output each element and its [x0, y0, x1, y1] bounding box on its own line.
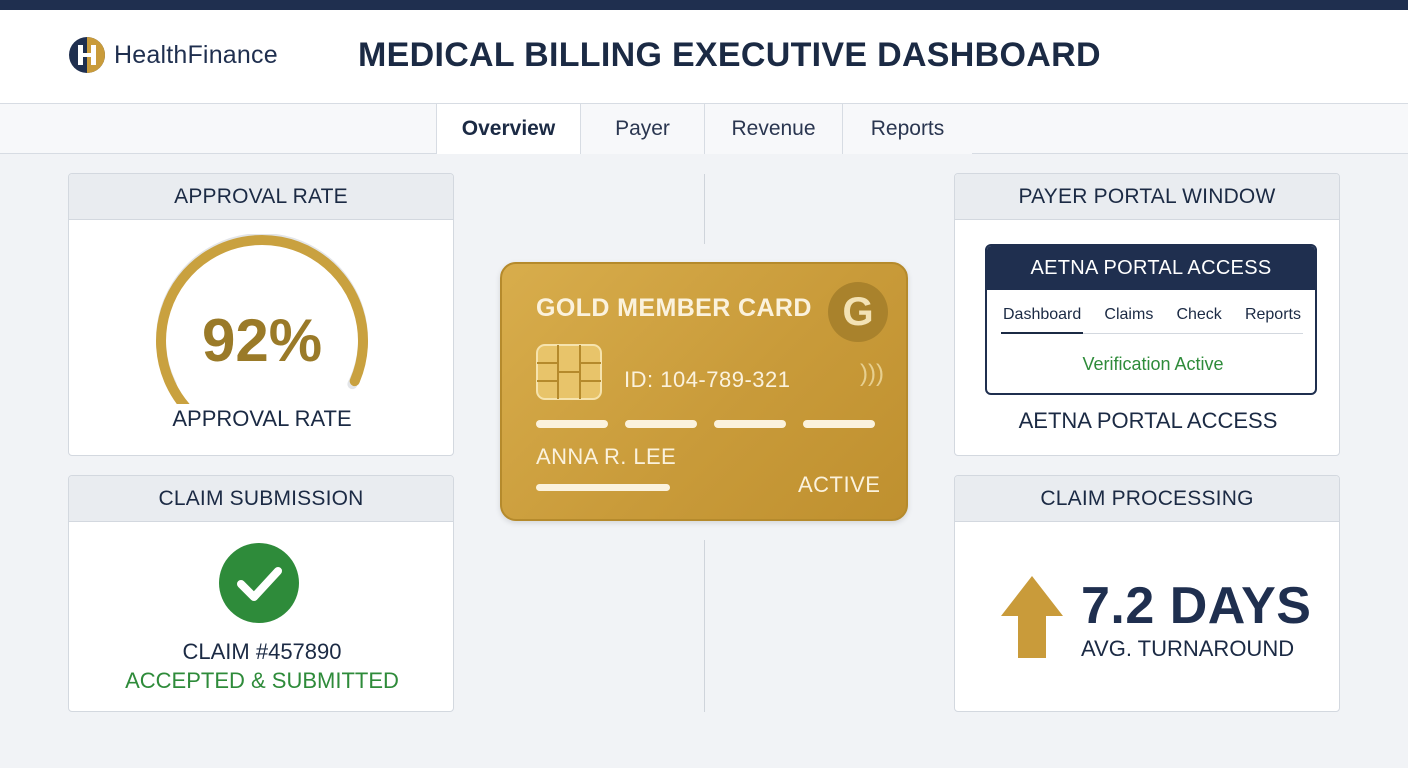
approval-rate-header: APPROVAL RATE	[69, 174, 453, 220]
approval-gauge-fill	[156, 234, 369, 404]
center-divider-top	[704, 174, 705, 244]
arrow-up-icon	[1001, 576, 1063, 658]
tab-bar: Overview Payer Revenue Reports	[0, 104, 1408, 154]
portal-nav-check[interactable]: Check	[1176, 306, 1222, 323]
claim-status: ACCEPTED & SUBMITTED	[125, 668, 399, 693]
portal-nav-reports[interactable]: Reports	[1244, 306, 1301, 323]
portal-window[interactable]: AETNA PORTAL ACCESS Dashboard Claims Che…	[985, 244, 1317, 395]
portal-window-title: AETNA PORTAL ACCESS	[987, 246, 1315, 290]
processing-days-value: 7.2 DAYS	[1081, 577, 1312, 635]
card-stripe	[803, 420, 875, 428]
claim-submission-header: CLAIM SUBMISSION	[69, 476, 453, 522]
claim-number: CLAIM #457890	[182, 639, 342, 664]
card-number-stripes	[536, 420, 892, 428]
payer-portal-header: PAYER PORTAL WINDOW	[955, 174, 1339, 220]
processing-caption: AVG. TURNAROUND	[1081, 636, 1295, 661]
portal-caption: AETNA PORTAL ACCESS	[1018, 408, 1278, 433]
gold-member-card[interactable]: GOLD MEMBER CARD G ID: 104-789-321 ))) A…	[500, 262, 908, 521]
healthfinance-logo-icon	[69, 37, 105, 73]
card-title: GOLD MEMBER CARD	[536, 294, 812, 322]
claim-processing-header: CLAIM PROCESSING	[955, 476, 1339, 522]
portal-verification-status: Verification Active	[1082, 354, 1224, 374]
app-header: HealthFinance MEDICAL BILLING EXECUTIVE …	[0, 10, 1408, 104]
claim-processing-panel: CLAIM PROCESSING 7.2 DAYS AVG. TURNAROUN…	[954, 475, 1340, 712]
card-stripe	[625, 420, 697, 428]
approval-rate-value: 92%	[201, 307, 323, 374]
tab-payer[interactable]: Payer	[580, 104, 704, 154]
payer-portal-panel: PAYER PORTAL WINDOW AETNA PORTAL ACCESS …	[954, 173, 1340, 456]
center-divider-bottom	[704, 540, 705, 712]
card-logo-badge: G	[828, 282, 888, 342]
page-title: MEDICAL BILLING EXECUTIVE DASHBOARD	[358, 36, 1101, 74]
tab-revenue[interactable]: Revenue	[704, 104, 842, 154]
claim-submission-panel: CLAIM SUBMISSION CLAIM #457890 ACCEPTED …	[68, 475, 454, 712]
chip-icon	[536, 344, 602, 400]
tab-list: Overview Payer Revenue Reports	[436, 104, 972, 154]
card-stripe	[714, 420, 786, 428]
portal-nav-claims[interactable]: Claims	[1104, 306, 1154, 323]
portal-nav-dashboard[interactable]: Dashboard	[1001, 304, 1084, 334]
brand-logo[interactable]: HealthFinance	[68, 36, 278, 74]
tab-reports[interactable]: Reports	[842, 104, 972, 154]
card-name-line	[536, 484, 670, 491]
brand-name: HealthFinance	[114, 40, 278, 69]
portal-nav: Dashboard Claims Check Reports	[1001, 304, 1303, 334]
card-stripe	[536, 420, 608, 428]
top-accent-bar	[0, 0, 1408, 10]
tab-overview[interactable]: Overview	[436, 104, 580, 154]
approval-gauge	[156, 234, 369, 404]
approval-rate-caption: APPROVAL RATE	[172, 406, 352, 431]
contactless-icon: )))	[860, 360, 884, 387]
card-status: ACTIVE	[798, 472, 881, 497]
approval-rate-panel: APPROVAL RATE 92% APPROVAL RATE	[68, 173, 454, 456]
check-circle-icon	[219, 543, 299, 623]
card-holder-name: ANNA R. LEE	[536, 444, 677, 469]
card-member-id: ID: 104-789-321	[624, 367, 791, 392]
